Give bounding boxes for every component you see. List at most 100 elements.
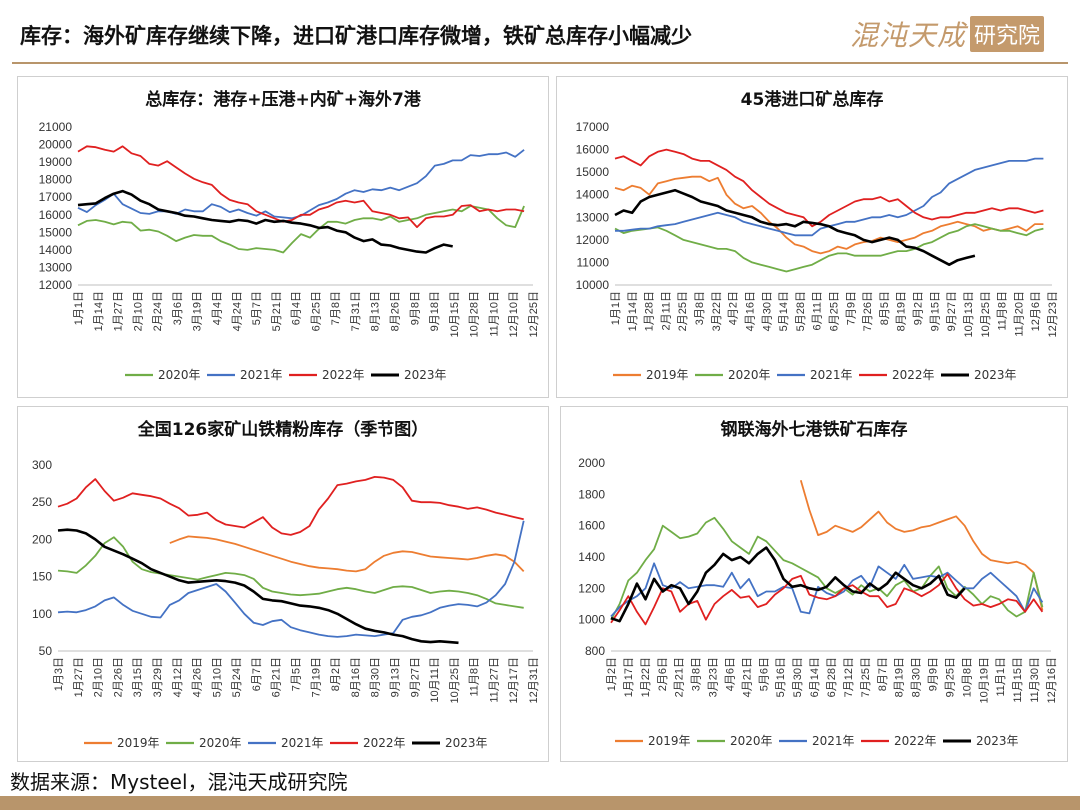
x-tick-label: 8月19日 bbox=[894, 657, 906, 697]
x-tick-label: 10月28日 bbox=[469, 291, 481, 337]
x-tick-label: 1月27日 bbox=[73, 657, 85, 697]
x-tick-label: 9月8日 bbox=[409, 291, 421, 325]
legend-label: 2022年 bbox=[322, 368, 365, 382]
x-tick-label: 6月11日 bbox=[812, 291, 824, 331]
x-tick-label: 12月23日 bbox=[1047, 291, 1059, 337]
legend-label: 2020年 bbox=[728, 368, 771, 382]
series-line bbox=[610, 573, 1044, 626]
x-tick-label: 10月15日 bbox=[449, 291, 461, 337]
logo-box-text: 研究院 bbox=[970, 16, 1045, 52]
y-tick-label: 18000 bbox=[39, 173, 73, 187]
series-line bbox=[614, 223, 1044, 273]
series-line bbox=[610, 546, 966, 623]
series-line bbox=[615, 157, 1044, 237]
x-tick-label: 4月21日 bbox=[741, 657, 753, 697]
x-tick-label: 9月13日 bbox=[389, 657, 401, 697]
y-tick-label: 19000 bbox=[39, 155, 73, 169]
x-tick-label: 2月25日 bbox=[677, 291, 689, 331]
legend-label: 2023年 bbox=[974, 368, 1017, 382]
y-tick-label: 800 bbox=[585, 644, 605, 658]
x-tick-label: 7月25日 bbox=[860, 657, 872, 697]
series-line bbox=[57, 476, 524, 536]
x-tick-label: 11月15日 bbox=[1012, 657, 1024, 703]
y-tick-label: 20000 bbox=[39, 138, 73, 152]
x-tick-label: 7月12日 bbox=[843, 657, 855, 697]
data-source-note: 数据来源：Mysteel，混沌天成研究院 bbox=[10, 770, 348, 794]
x-tick-label: 3月22日 bbox=[711, 291, 723, 331]
legend-label: 2020年 bbox=[199, 736, 242, 750]
x-tick-label: 8月5日 bbox=[879, 291, 891, 325]
x-tick-label: 1月22日 bbox=[640, 657, 652, 697]
x-tick-label: 4月12日 bbox=[172, 657, 184, 697]
x-tick-label: 1月14日 bbox=[627, 291, 639, 331]
y-tick-label: 17000 bbox=[576, 120, 610, 134]
x-tick-label: 7月31日 bbox=[350, 291, 362, 331]
x-tick-label: 8月26日 bbox=[390, 291, 402, 331]
y-tick-label: 300 bbox=[32, 458, 52, 472]
legend-label: 2023年 bbox=[404, 368, 447, 382]
series-line bbox=[57, 528, 459, 645]
legend-label: 2022年 bbox=[363, 736, 406, 750]
legend-label: 2021年 bbox=[281, 736, 324, 750]
x-tick-label: 4月26日 bbox=[192, 657, 204, 697]
x-tick-label: 2月26日 bbox=[112, 657, 124, 697]
series-line bbox=[610, 562, 1044, 618]
y-tick-label: 250 bbox=[32, 495, 52, 509]
y-tick-label: 100 bbox=[32, 607, 52, 621]
series-line bbox=[77, 145, 525, 228]
x-tick-label: 1月17日 bbox=[623, 657, 635, 697]
x-tick-label: 4月2日 bbox=[728, 291, 740, 325]
y-tick-label: 16000 bbox=[39, 208, 73, 222]
y-tick-label: 14000 bbox=[576, 188, 610, 202]
y-tick-label: 2000 bbox=[578, 456, 605, 470]
logo-text: 混沌天成 bbox=[850, 19, 967, 52]
y-tick-label: 16000 bbox=[576, 143, 610, 157]
legend-label: 2021年 bbox=[812, 734, 855, 748]
x-tick-label: 6月14日 bbox=[809, 657, 821, 697]
x-tick-label: 12月16日 bbox=[1046, 657, 1058, 703]
x-tick-label: 7月9日 bbox=[845, 291, 857, 325]
x-tick-label: 6月28日 bbox=[826, 657, 838, 697]
chart-title: 全国126家矿山铁精粉库存（季节图） bbox=[137, 419, 429, 440]
x-tick-label: 3月19日 bbox=[192, 291, 204, 331]
y-tick-label: 1600 bbox=[578, 519, 605, 533]
x-tick-label: 11月8日 bbox=[997, 291, 1009, 331]
x-tick-label: 2月21日 bbox=[674, 657, 686, 697]
x-tick-label: 10月8日 bbox=[961, 657, 973, 697]
chart-title: 45港进口矿总库存 bbox=[741, 89, 884, 110]
y-tick-label: 12000 bbox=[39, 278, 73, 292]
chart-title: 钢联海外七港铁矿石库存 bbox=[721, 419, 908, 440]
x-tick-label: 1月2日 bbox=[606, 657, 618, 691]
x-tick-label: 10月25日 bbox=[980, 291, 992, 337]
x-tick-label: 5月6日 bbox=[758, 657, 770, 691]
x-tick-label: 12月6日 bbox=[1030, 291, 1042, 331]
series-line bbox=[77, 205, 525, 254]
x-tick-label: 1月28日 bbox=[644, 291, 656, 331]
x-tick-label: 2月10日 bbox=[132, 291, 144, 331]
x-tick-label: 12月17日 bbox=[508, 657, 520, 703]
x-tick-label: 6月25日 bbox=[310, 291, 322, 331]
series-line bbox=[57, 536, 524, 609]
y-tick-label: 11000 bbox=[577, 255, 610, 269]
legend-label: 2020年 bbox=[158, 368, 201, 382]
x-tick-label: 10月19日 bbox=[978, 657, 990, 703]
series-line bbox=[169, 535, 525, 573]
x-tick-label: 5月14日 bbox=[778, 291, 790, 331]
x-tick-label: 9月25日 bbox=[944, 657, 956, 697]
x-tick-label: 3月8日 bbox=[694, 291, 706, 325]
x-tick-label: 2月11日 bbox=[660, 291, 672, 331]
y-tick-label: 14000 bbox=[39, 243, 73, 257]
x-tick-label: 9月18日 bbox=[429, 291, 441, 331]
y-tick-label: 17000 bbox=[39, 190, 73, 204]
legend-label: 2022年 bbox=[892, 368, 935, 382]
y-tick-label: 10000 bbox=[576, 278, 610, 292]
y-tick-label: 15000 bbox=[576, 165, 610, 179]
brand-logo: 混沌天成 研究院 bbox=[850, 14, 1045, 54]
series-line bbox=[614, 188, 976, 266]
chart-panel-total-inventory: 总库存：港存+压港+内矿+海外7港 12000 13000 14000 15000 160… bbox=[17, 76, 549, 398]
page-title: 库存：海外矿库存继续下降，进口矿港口库存微增，铁矿总库存小幅减少 bbox=[20, 24, 692, 48]
x-tick-label: 7月26日 bbox=[862, 291, 874, 331]
chart-panel-overseas-7-ports: 钢联海外七港铁矿石库存 800 1000 1200 1400 1600 1800 2000 1月… bbox=[560, 406, 1068, 762]
y-tick-label: 21000 bbox=[39, 120, 73, 134]
y-tick-label: 1200 bbox=[578, 581, 605, 595]
